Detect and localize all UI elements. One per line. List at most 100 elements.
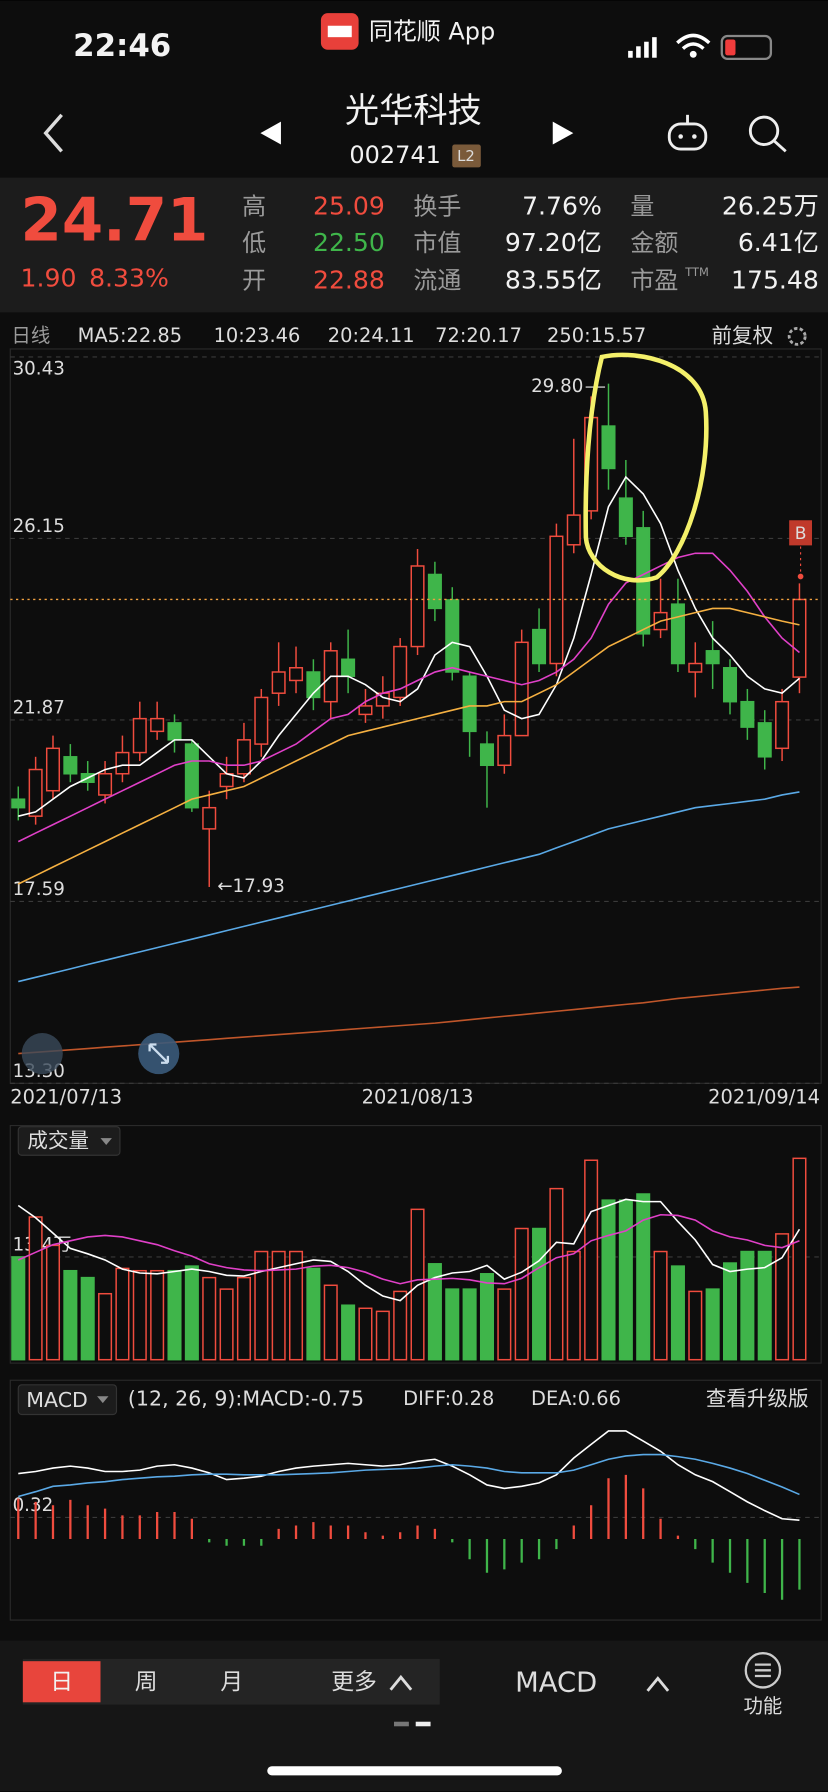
more-arrow bbox=[389, 1674, 413, 1691]
next-stock[interactable] bbox=[552, 121, 574, 145]
function-icon[interactable] bbox=[744, 1652, 782, 1689]
volume-bar bbox=[653, 1250, 668, 1361]
volume-bar bbox=[184, 1265, 199, 1361]
robot-button[interactable] bbox=[667, 114, 708, 151]
settings-icon[interactable] bbox=[787, 326, 807, 346]
marker-text: B bbox=[795, 524, 807, 544]
volume-bar bbox=[375, 1310, 390, 1361]
candle-body bbox=[341, 658, 356, 677]
candle-body bbox=[532, 628, 547, 665]
volume-bar bbox=[254, 1250, 269, 1361]
candle-body bbox=[271, 671, 286, 694]
field-label: 高 bbox=[242, 192, 266, 220]
y-tick-label: 0.32 bbox=[13, 1495, 54, 1516]
volume-bar bbox=[566, 1250, 581, 1361]
candle-body bbox=[236, 739, 251, 775]
volume-bar bbox=[202, 1276, 217, 1361]
volume-bar bbox=[514, 1227, 529, 1361]
candle-body bbox=[445, 599, 460, 673]
tab[interactable]: 月 bbox=[220, 1669, 243, 1695]
adjust-selector[interactable]: 前复权 bbox=[712, 323, 774, 347]
legend-item: 72:20.17 bbox=[435, 324, 522, 347]
candle-body bbox=[757, 722, 772, 758]
back-button[interactable] bbox=[43, 113, 63, 153]
search-button[interactable] bbox=[748, 115, 787, 153]
volume-bar bbox=[462, 1288, 477, 1361]
page-dot bbox=[415, 1721, 431, 1727]
candle-body bbox=[184, 743, 199, 809]
tab[interactable]: 周 bbox=[135, 1669, 158, 1695]
macd-panel bbox=[9, 1379, 822, 1621]
volume-bar bbox=[740, 1250, 755, 1361]
marker-dot bbox=[797, 573, 804, 580]
indicator-line bbox=[17, 607, 800, 885]
field-value: 97.20亿 bbox=[505, 228, 602, 257]
volume-bar bbox=[445, 1288, 460, 1361]
candle-body bbox=[11, 798, 26, 809]
y-tick-label: 21.87 bbox=[13, 697, 65, 718]
function-label: 功能 bbox=[743, 1694, 782, 1717]
volume-bar bbox=[427, 1263, 442, 1361]
candle-body bbox=[45, 747, 61, 792]
volume-bar bbox=[28, 1216, 43, 1361]
indicator-line bbox=[18, 791, 800, 983]
volume-bar bbox=[497, 1288, 512, 1361]
volume-bar bbox=[341, 1304, 356, 1361]
battery-level bbox=[725, 39, 736, 56]
l2-badge bbox=[452, 144, 481, 168]
prev-stock[interactable] bbox=[260, 121, 281, 145]
legend-item: MA5:22.85 bbox=[78, 324, 182, 347]
field-label: 流通 bbox=[413, 267, 461, 295]
change: 1.90 bbox=[21, 263, 77, 292]
float-button[interactable] bbox=[21, 1033, 63, 1075]
volume-bar bbox=[705, 1288, 720, 1361]
y-tick-label: 30.43 bbox=[13, 359, 65, 380]
volume-bar bbox=[115, 1267, 130, 1361]
battery-icon bbox=[720, 34, 773, 61]
volume-bar bbox=[219, 1288, 234, 1361]
candle-body bbox=[63, 756, 78, 775]
volume-panel bbox=[9, 1124, 822, 1364]
x-tick-label: 2021/08/13 bbox=[362, 1086, 474, 1109]
indicator-line bbox=[18, 1430, 800, 1521]
robot-eye bbox=[678, 134, 683, 139]
candle-body bbox=[167, 722, 182, 741]
candle-body bbox=[479, 743, 495, 767]
volume-bar bbox=[306, 1267, 321, 1361]
expand-icon bbox=[148, 1043, 170, 1064]
quote-panel bbox=[0, 177, 828, 313]
period-label: 日线 bbox=[11, 324, 50, 347]
tab[interactable]: 日 bbox=[50, 1669, 73, 1695]
volume-bar bbox=[236, 1276, 251, 1361]
candle-body bbox=[566, 514, 581, 546]
indicator-line bbox=[18, 475, 800, 817]
indicator-arrow bbox=[646, 1676, 670, 1692]
volume-bar bbox=[757, 1250, 772, 1361]
volume-bar bbox=[601, 1199, 616, 1361]
volume-bar bbox=[289, 1250, 304, 1361]
upgrade-link[interactable]: 查看升级版 bbox=[706, 1387, 809, 1411]
field-label: 市值 bbox=[413, 229, 461, 257]
annotation: ←17.93 bbox=[217, 876, 285, 897]
wifi-icon bbox=[676, 33, 711, 50]
stock-code: 002741 bbox=[349, 141, 441, 169]
y-tick-label: 17.59 bbox=[13, 879, 65, 900]
volume-bar bbox=[45, 1244, 61, 1361]
field-label: 量 bbox=[630, 192, 654, 220]
volume-bar bbox=[479, 1273, 495, 1361]
indicator-selector[interactable]: MACD bbox=[515, 1668, 597, 1699]
stock-name: 光华科技 bbox=[345, 91, 482, 131]
y-tick-label: 26.15 bbox=[13, 516, 65, 537]
field-value: 175.48 bbox=[731, 266, 819, 295]
volume-bar bbox=[532, 1227, 547, 1361]
volume-bar bbox=[393, 1290, 408, 1361]
macd-dropdown[interactable] bbox=[17, 1384, 118, 1416]
legend-item: 20:24.11 bbox=[328, 324, 415, 347]
candle-body bbox=[740, 700, 755, 728]
tab[interactable]: 更多 bbox=[331, 1669, 377, 1695]
volume-bar bbox=[271, 1250, 286, 1361]
volume-dropdown[interactable] bbox=[17, 1126, 121, 1156]
indicator-line bbox=[18, 1453, 800, 1498]
volume-bar bbox=[636, 1193, 651, 1361]
